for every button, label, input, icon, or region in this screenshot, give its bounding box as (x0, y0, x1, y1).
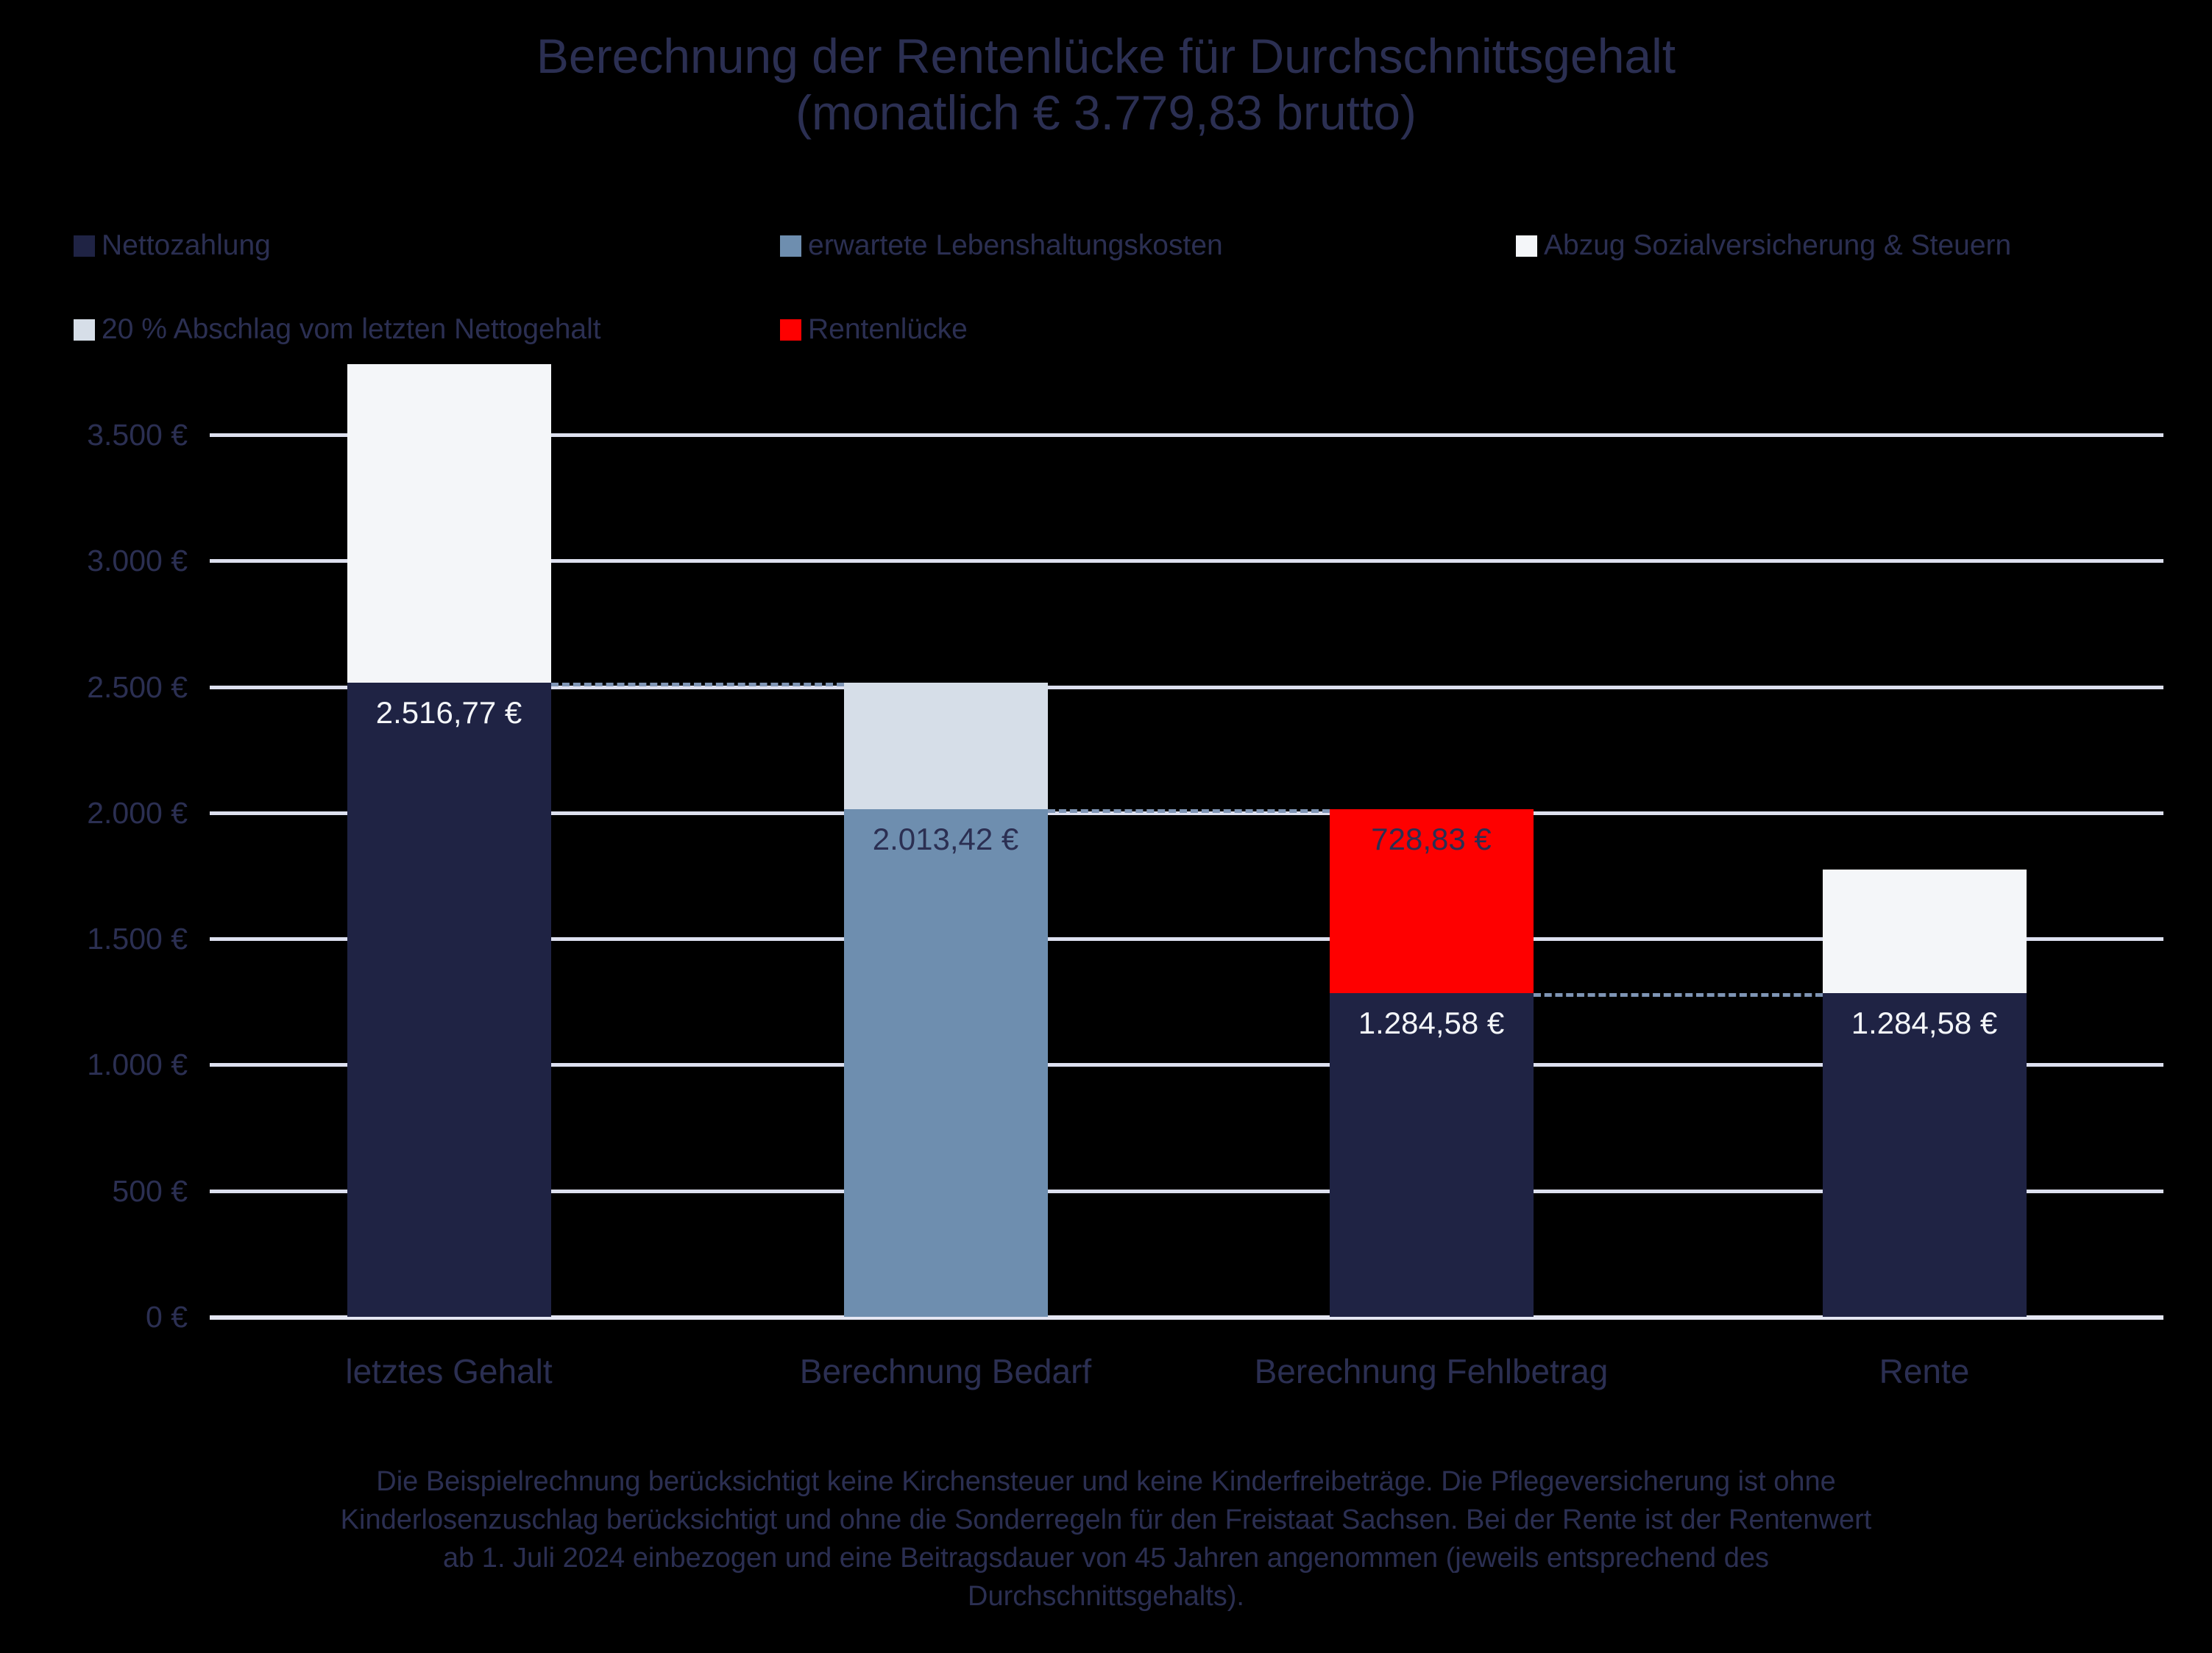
bar-segment[interactable]: 2.516,77 € (347, 682, 551, 1317)
bar-value-label: 728,83 € (1371, 822, 1492, 857)
bar-segment[interactable] (347, 364, 551, 683)
bar-segment[interactable] (843, 682, 1048, 810)
chart-title-block: Berechnung der Rentenlücke für Durchschn… (0, 28, 2212, 141)
bar-value-label: 1.284,58 € (1358, 1005, 1505, 1040)
y-axis-tick-label: 3.500 € (87, 418, 188, 452)
legend-label: Nettozahlung (102, 230, 271, 261)
legend-label: Abzug Sozialversicherung & Steuern (1544, 230, 2012, 261)
gridline (210, 1063, 2163, 1067)
bar-segment[interactable]: 1.284,58 € (1822, 992, 2027, 1317)
gridline (210, 685, 2163, 689)
chart-legend: Nettozahlung erwartete Lebenshaltungskost… (74, 224, 2156, 351)
chart-footnote: Die Beispielrechnung berücksichtigt kein… (340, 1466, 1872, 1612)
x-axis-labels: letztes Gehalt Berechnung Bedarf Berechnun… (210, 1352, 2163, 1396)
y-axis-tick-label: 1.500 € (87, 922, 188, 956)
legend-item[interactable]: erwartete Lebenshaltungskosten (780, 224, 1516, 267)
plot-area: 2.516,77 € 2.013,42 € 1.284,58 € 728,83 € 1.… (210, 364, 2163, 1343)
legend-swatch-icon (74, 235, 95, 257)
gridline (210, 937, 2163, 942)
legend-swatch-icon (1516, 235, 1537, 257)
connector-dashed-line (1533, 992, 1823, 997)
y-axis-tick-label: 2.000 € (87, 795, 188, 830)
bar-value-label: 2.516,77 € (375, 694, 522, 730)
gridline (210, 433, 2163, 437)
y-axis-tick-label: 1.000 € (87, 1048, 188, 1082)
bar-segment[interactable]: 728,83 € (1329, 809, 1534, 993)
legend-item[interactable]: Rentenlücke (780, 308, 1516, 351)
bar-segment[interactable]: 1.284,58 € (1329, 992, 1534, 1317)
y-axis-tick-label: 500 € (112, 1173, 188, 1208)
bar-segment[interactable] (1822, 869, 2027, 993)
legend-swatch-icon (780, 235, 801, 257)
gridline (210, 811, 2163, 815)
bar-value-label: 1.284,58 € (1851, 1005, 1998, 1040)
chart-subtitle: (monatlich € 3.779,83 brutto) (795, 85, 1417, 140)
legend-label: 20 % Abschlag vom letzten Nettogehalt (102, 313, 601, 345)
connector-dashed-line (1047, 809, 1330, 814)
legend-swatch-icon (74, 319, 95, 341)
y-axis-tick-label: 2.500 € (87, 669, 188, 704)
x-axis-category-label: letztes Gehalt (345, 1352, 553, 1390)
legend-item[interactable]: Abzug Sozialversicherung & Steuern (1516, 224, 2156, 267)
legend-swatch-icon (780, 319, 801, 341)
gridline (210, 559, 2163, 564)
y-axis-tick-label: 3.000 € (87, 544, 188, 578)
y-axis-labels: 0 € 500 € 1.000 € 1.500 € 2.000 € 2.500 € 3.00… (0, 412, 188, 1343)
bar-segment[interactable]: 2.013,42 € (843, 809, 1048, 1317)
gridline (210, 1189, 2163, 1193)
y-axis-tick-label: 0 € (146, 1300, 188, 1334)
legend-label: Rentenlücke (808, 313, 968, 345)
connector-dashed-line (550, 682, 844, 686)
bar-value-label: 2.013,42 € (872, 822, 1019, 857)
x-axis-line (210, 1315, 2163, 1320)
x-axis-category-label: Berechnung Bedarf (799, 1352, 1092, 1390)
legend-item[interactable]: 20 % Abschlag vom letzten Nettogehalt (74, 308, 780, 351)
legend-item[interactable]: Nettozahlung (74, 224, 780, 267)
x-axis-category-label: Rente (1879, 1352, 1970, 1390)
chart-title: Berechnung der Rentenlücke für Durchschn… (536, 29, 1676, 83)
legend-label: erwartete Lebenshaltungskosten (808, 230, 1223, 261)
x-axis-category-label: Berechnung Fehlbetrag (1254, 1352, 1609, 1390)
